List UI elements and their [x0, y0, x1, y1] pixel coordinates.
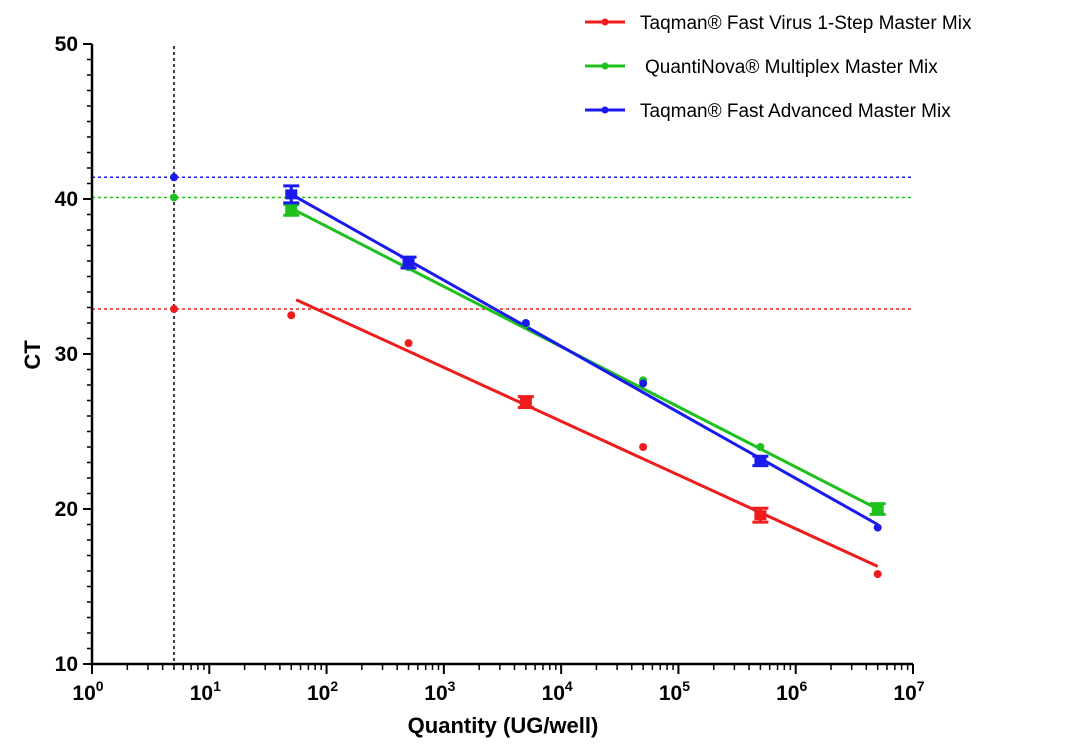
lod-point: [169, 305, 178, 314]
lod-point: [169, 173, 178, 182]
legend-item: Taqman® Fast Advanced Master Mix: [585, 101, 951, 122]
y-tick-label: 10: [55, 653, 78, 676]
data-point: [639, 443, 648, 451]
x-tick-label: 106: [776, 678, 807, 705]
data-point: [639, 379, 648, 388]
data-point: [285, 189, 298, 200]
legend-item: Taqman® Fast Virus 1-Step Master Mix: [585, 13, 972, 34]
data-point: [873, 523, 882, 532]
data-point: [756, 443, 765, 451]
x-axis-title: Quantity (UG/well): [408, 713, 599, 738]
data-point: [287, 311, 296, 320]
lod-point: [169, 193, 178, 202]
data-point: [521, 319, 530, 327]
x-tick-label: 103: [424, 678, 455, 705]
legend-marker: [601, 18, 609, 26]
data-point: [404, 339, 413, 348]
x-tick-label: 100: [72, 678, 103, 705]
legend: Taqman® Fast Virus 1-Step Master Mix Quan…: [585, 13, 972, 122]
x-tick-label: 105: [659, 678, 690, 705]
x-tick-label: 101: [190, 678, 221, 705]
fit-line: [290, 193, 879, 526]
y-axis-ticks: 10 20 30 40 50: [55, 33, 92, 676]
legend-marker: [601, 106, 609, 114]
data-point: [754, 455, 767, 466]
x-axis-ticks: 100 101 102 103 104 105 106 107: [72, 664, 925, 705]
legend-label: QuantiNova® Multiplex Master Mix: [645, 57, 938, 78]
y-tick-label: 30: [55, 343, 78, 366]
legend-label: Taqman® Fast Advanced Master Mix: [640, 101, 951, 122]
data-point: [871, 504, 884, 514]
legend-label: Taqman® Fast Virus 1-Step Master Mix: [640, 13, 972, 34]
x-tick-label: 107: [893, 678, 924, 705]
lod-horizontal-lines: [92, 176, 913, 310]
legend-item: QuantiNova® Multiplex Master Mix: [585, 57, 938, 78]
fit-line: [295, 298, 879, 568]
data-point: [285, 204, 298, 215]
legend-marker: [601, 62, 609, 70]
y-tick-label: 40: [55, 188, 78, 211]
axes: [90, 44, 913, 666]
data-point: [402, 257, 415, 268]
x-tick-label: 102: [307, 678, 338, 705]
data-point: [519, 397, 532, 408]
data-point: [754, 510, 767, 521]
x-tick-label: 104: [542, 678, 573, 705]
data-points: [169, 173, 886, 579]
y-axis-title: CT: [20, 340, 45, 370]
y-tick-label: 20: [55, 498, 78, 521]
data-point: [873, 570, 882, 579]
y-tick-label: 50: [55, 33, 78, 56]
regression-lines: [290, 193, 879, 568]
